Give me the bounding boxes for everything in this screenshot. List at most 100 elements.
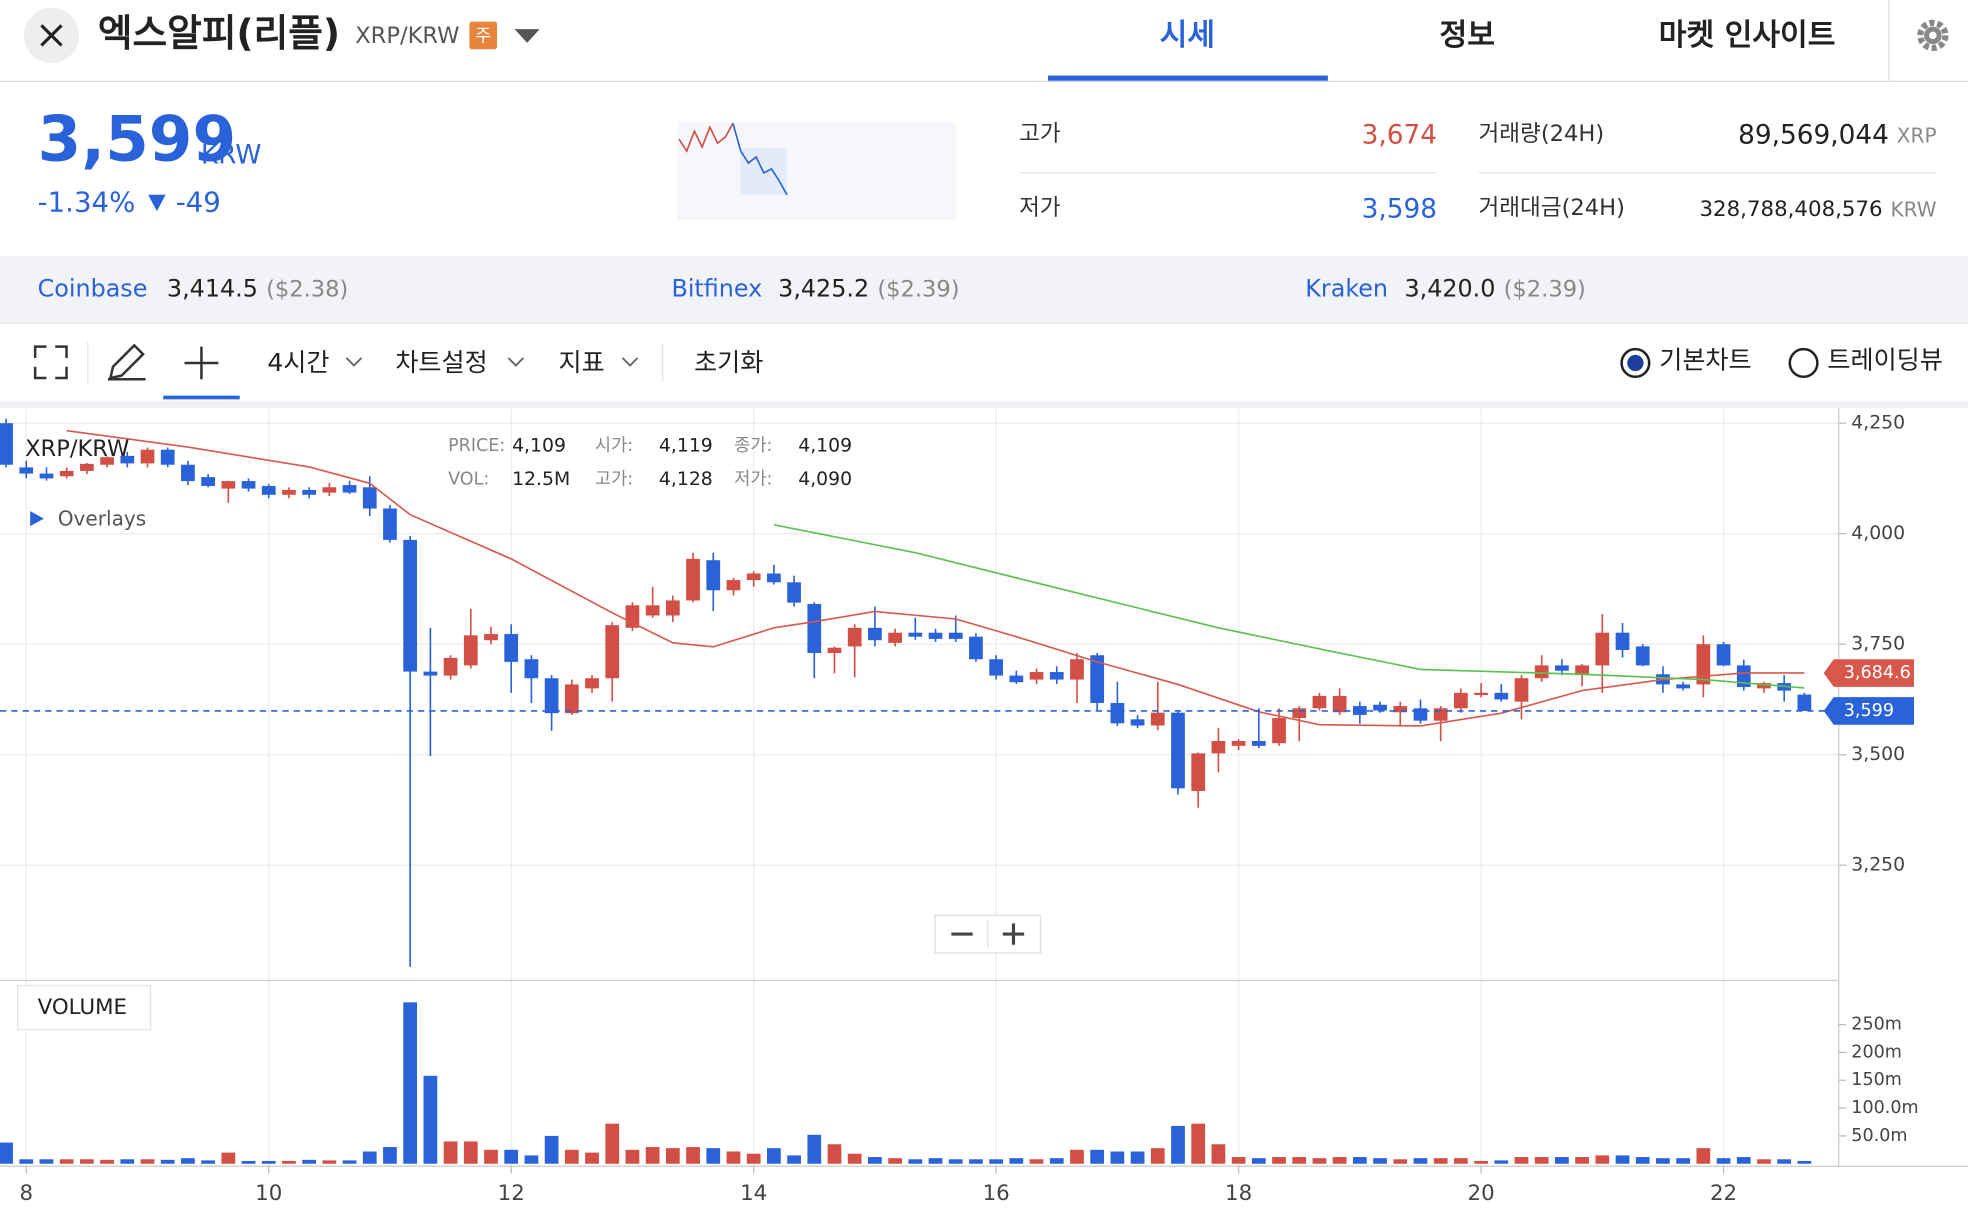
reset-button[interactable]: 초기화 [694, 348, 763, 377]
candle-body [160, 449, 175, 465]
volume-bar [625, 1149, 640, 1164]
pair: XRP/KRW [355, 23, 459, 49]
candle-body [726, 580, 741, 591]
coin-title: 엑스알피(리플) [98, 11, 340, 55]
volume-bar [969, 1159, 983, 1164]
expand-arrow[interactable] [30, 511, 44, 527]
volume-bar [645, 1147, 660, 1164]
info-value: 12.5M [512, 469, 570, 490]
radio-label[interactable]: 기본차트 [1659, 346, 1751, 375]
candle-body [1575, 665, 1589, 676]
stat-label: 고가 [1019, 121, 1061, 147]
candle-body [989, 659, 1004, 676]
price-marker-label: 3,599 [1844, 701, 1894, 721]
candle-body [282, 489, 296, 495]
volume-bar [1534, 1157, 1549, 1164]
volume-bar [1575, 1157, 1589, 1164]
candle-body [1029, 672, 1044, 680]
overlays-toggle[interactable]: Overlays [58, 506, 147, 530]
volume-bar [1474, 1160, 1488, 1164]
fullscreen-icon[interactable] [33, 345, 68, 380]
crosshair-icon[interactable] [184, 346, 219, 380]
interval-menu[interactable]: 4시간 [267, 348, 329, 377]
volume-bar [1251, 1158, 1266, 1164]
candle-body [564, 684, 579, 714]
sparkline-line [678, 122, 734, 153]
volume-bar [1150, 1148, 1165, 1164]
chevron [345, 357, 363, 367]
settings-menu[interactable]: 차트설정 [395, 348, 487, 377]
y-tick-label: 4,250 [1851, 413, 1905, 434]
candle-body [403, 539, 418, 672]
volume-bar [403, 1002, 418, 1164]
volume-bar [665, 1148, 680, 1164]
indicator-menu[interactable]: 지표 [559, 348, 605, 377]
volume-bar [1615, 1155, 1630, 1164]
candle-body [767, 573, 781, 583]
candle-body [1635, 646, 1650, 666]
candle-body [241, 481, 256, 489]
candle-body [0, 423, 13, 465]
exchange-name: Kraken [1305, 275, 1388, 303]
radio-selected[interactable] [1620, 347, 1651, 379]
info-value: 4,128 [659, 469, 713, 490]
volume-bar [100, 1159, 114, 1164]
candle-body [746, 573, 761, 581]
candle-body [383, 508, 397, 540]
info-label: 종가: [734, 436, 772, 456]
volume-bar [1171, 1125, 1185, 1164]
volume-bar [302, 1159, 317, 1164]
zoom-in[interactable] [1002, 923, 1025, 945]
radio-label[interactable]: 트레이딩뷰 [1827, 346, 1942, 375]
volume-bar [1595, 1155, 1610, 1164]
volume-bar [80, 1159, 94, 1164]
volume-bar [160, 1159, 175, 1164]
exchange-usd: ($2.39) [877, 277, 959, 303]
sparkline-line [732, 123, 788, 196]
settings-icon[interactable] [1917, 19, 1949, 52]
candle-body [787, 582, 801, 603]
candle-body [1757, 683, 1771, 689]
volume-bar [261, 1160, 276, 1164]
tab[interactable]: 시세 [1160, 18, 1215, 53]
volume-tick-label: 50.0m [1851, 1126, 1907, 1146]
volume-bar [989, 1159, 1004, 1164]
volume-bar [1191, 1123, 1206, 1164]
volume-bar [1312, 1158, 1327, 1164]
candle-body [120, 455, 135, 464]
candle-body [19, 467, 34, 474]
volume-bar [1009, 1158, 1024, 1164]
candle-body [1736, 665, 1751, 688]
info-label: VOL: [448, 470, 489, 490]
dropdown[interactable] [514, 29, 540, 43]
radio[interactable] [1788, 347, 1819, 379]
price-panel: 3,599 KRW -1.34% -49 고가 3,674 저가 3,598 거… [38, 102, 1937, 224]
moving-average [66, 429, 1805, 727]
candle-body [605, 625, 620, 679]
candle-body [201, 477, 215, 486]
exchange-price: 3,425.2 [778, 275, 869, 303]
candle-body [39, 473, 54, 479]
exchange-usd: ($2.39) [1504, 277, 1586, 303]
candle-body [322, 487, 337, 493]
grid [0, 408, 1839, 1167]
volume-bar [0, 1142, 13, 1164]
exchange-name: Coinbase [38, 275, 148, 303]
candle-body [181, 464, 195, 482]
candle-body [1494, 692, 1509, 700]
candle-body [1090, 655, 1105, 703]
pencil-icon[interactable] [107, 343, 146, 381]
volume-bar [201, 1160, 215, 1164]
candle-body [484, 634, 498, 641]
volume-title: VOLUME [38, 995, 127, 1020]
volume-bar [1110, 1151, 1125, 1164]
radio-dot [1627, 354, 1644, 372]
volume-bar [1757, 1159, 1771, 1164]
price-marker [1823, 659, 1915, 687]
candle-body [80, 463, 94, 471]
tab[interactable]: 마켓 인사이트 [1659, 18, 1836, 53]
volume-bar [746, 1153, 761, 1164]
tab[interactable]: 정보 [1440, 18, 1495, 53]
stat-value: 328,788,408,576 [1699, 197, 1882, 222]
candle-body [1393, 706, 1408, 713]
